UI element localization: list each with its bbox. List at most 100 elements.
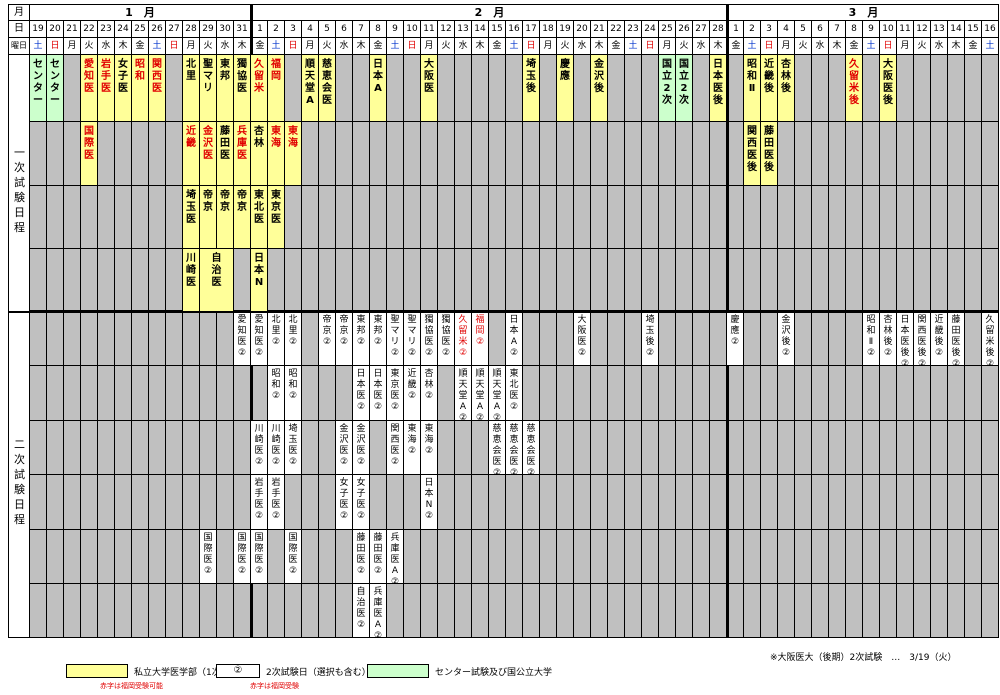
- second-exam-cell: [659, 421, 676, 475]
- first-exam-cell: [591, 249, 608, 312]
- second-exam-cell: [778, 475, 795, 530]
- day-number: 2: [268, 21, 285, 38]
- second-exam-cell: [727, 421, 744, 475]
- second-exam-cell: [47, 530, 64, 584]
- second-exam-cell: [948, 421, 965, 475]
- second-exam-cell: [183, 312, 200, 366]
- second-exam-cell: [81, 475, 98, 530]
- second-exam-cell: [778, 584, 795, 638]
- day-number: 8: [370, 21, 387, 38]
- day-number: 1: [251, 21, 268, 38]
- first-exam-entry: 近畿: [183, 122, 200, 186]
- first-exam-cell: [166, 122, 183, 186]
- first-exam-cell: [149, 249, 166, 312]
- first-exam-cell: [30, 249, 47, 312]
- second-exam-cell: [931, 584, 948, 638]
- first-exam-cell: [370, 186, 387, 249]
- day-number: 5: [319, 21, 336, 38]
- second-exam-cell: [81, 421, 98, 475]
- first-exam-cell: [574, 122, 591, 186]
- second-exam-cell: [421, 584, 438, 638]
- first-exam-cell: [625, 186, 642, 249]
- second-exam-cell: [914, 421, 931, 475]
- second-exam-cell: [880, 366, 897, 421]
- weekday: 日: [642, 38, 659, 55]
- second-exam-cell: [30, 475, 47, 530]
- second-exam-cell: [438, 366, 455, 421]
- first-exam-cell: [404, 249, 421, 312]
- legend-sublabel: 赤字は福岡受験: [250, 682, 299, 690]
- second-exam-cell: [795, 475, 812, 530]
- first-exam-cell: [438, 186, 455, 249]
- first-exam-cell: [761, 249, 778, 312]
- section-divider: [8, 311, 999, 313]
- weekday: 水: [455, 38, 472, 55]
- second-exam-cell: [761, 475, 778, 530]
- second-exam-cell: [455, 475, 472, 530]
- first-exam-entry-text: 川崎医: [186, 253, 196, 288]
- first-exam-cell: [880, 186, 897, 249]
- second-exam-cell: [64, 312, 81, 366]
- first-exam-cell: [727, 186, 744, 249]
- day-number: 16: [982, 21, 999, 38]
- day-number: 9: [863, 21, 880, 38]
- second-exam-cell: [591, 530, 608, 584]
- weekday: 日: [47, 38, 64, 55]
- second-exam-cell: [404, 475, 421, 530]
- second-exam-cell: [727, 530, 744, 584]
- day-number: 31: [234, 21, 251, 38]
- second-exam-cell: [778, 530, 795, 584]
- second-exam-cell: [591, 366, 608, 421]
- first-exam-entry: 東北医: [251, 186, 268, 249]
- second-exam-cell: [217, 312, 234, 366]
- second-exam-cell: [625, 312, 642, 366]
- first-exam-cell: [982, 249, 999, 312]
- second-exam-cell: [64, 366, 81, 421]
- weekday: 日: [880, 38, 897, 55]
- day-number: 3: [285, 21, 302, 38]
- weekday: 水: [812, 38, 829, 55]
- second-exam-cell: [234, 475, 251, 530]
- second-exam-cell: [846, 366, 863, 421]
- first-exam-entry-text: 関西医: [152, 59, 162, 94]
- first-exam-cell: [812, 122, 829, 186]
- second-exam-cell: [965, 530, 982, 584]
- weekday: 月: [778, 38, 795, 55]
- weekday: 金: [370, 38, 387, 55]
- first-exam-entry: 慈恵会医: [319, 55, 336, 122]
- second-exam-cell: [574, 584, 591, 638]
- first-exam-cell: [540, 122, 557, 186]
- weekday: 金: [727, 38, 744, 55]
- first-exam-cell: [948, 186, 965, 249]
- first-exam-entry-text: 埼玉後: [526, 59, 536, 94]
- first-exam-cell: [965, 186, 982, 249]
- first-exam-entry: 藤田医: [217, 122, 234, 186]
- first-exam-cell: [608, 249, 625, 312]
- first-exam-cell: [608, 122, 625, 186]
- second-exam-cell: [47, 421, 64, 475]
- second-exam-cell: [948, 366, 965, 421]
- month-header: 2 月: [251, 4, 727, 21]
- second-exam-cell: [965, 421, 982, 475]
- second-exam-cell: [336, 584, 353, 638]
- first-exam-entry: 昭和: [132, 55, 149, 122]
- first-exam-cell: [659, 186, 676, 249]
- first-exam-cell: [166, 55, 183, 122]
- second-exam-label: 二次試験日程: [14, 438, 25, 526]
- second-exam-cell: [829, 584, 846, 638]
